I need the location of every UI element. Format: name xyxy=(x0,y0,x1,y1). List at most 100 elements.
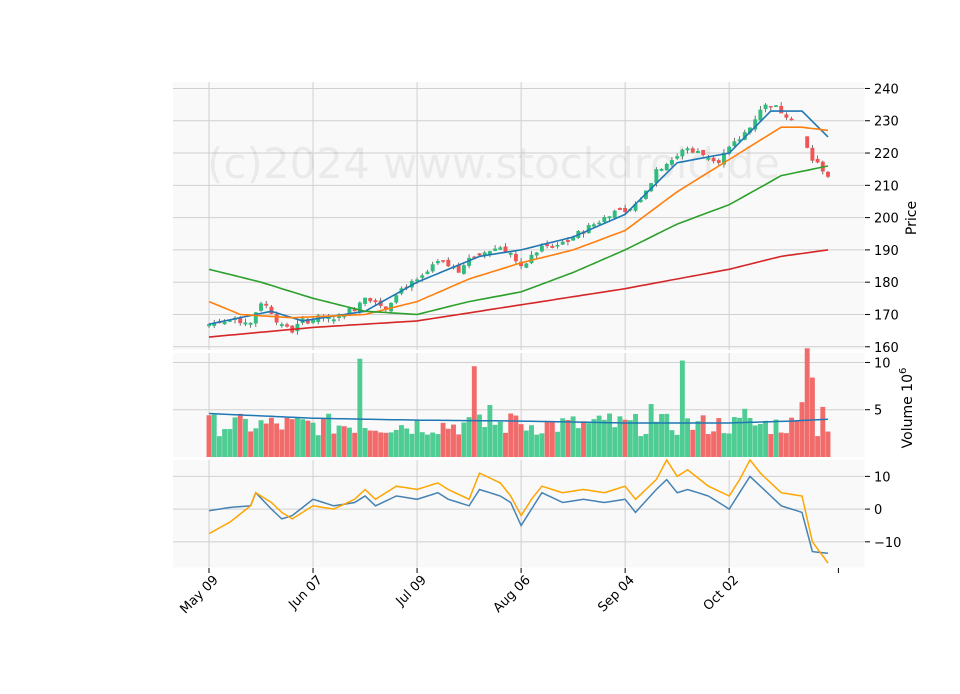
volume-bar xyxy=(674,434,680,457)
volume-bar xyxy=(575,428,581,457)
oscillator-line xyxy=(208,458,829,564)
volume-bar xyxy=(497,421,503,457)
volume-bar xyxy=(565,420,571,457)
x-tick-label: Aug 06 xyxy=(491,573,534,616)
volume-bar xyxy=(310,422,316,457)
candle xyxy=(617,208,622,210)
volume-bar xyxy=(768,434,774,457)
candle xyxy=(669,160,674,165)
volume-bar xyxy=(357,358,363,457)
volume-bar xyxy=(341,426,347,457)
candle xyxy=(633,203,638,211)
candle xyxy=(368,298,373,302)
moving-average-line xyxy=(208,165,829,316)
candle xyxy=(826,171,830,177)
volume-bar xyxy=(549,421,555,457)
candle xyxy=(430,264,435,272)
candle xyxy=(534,252,539,256)
volume-axis-label: Volume 106 xyxy=(898,368,916,449)
volume-bar xyxy=(804,348,810,457)
volume-bar xyxy=(622,419,628,457)
volume-bar xyxy=(388,432,394,457)
candle xyxy=(238,318,243,324)
volume-bar xyxy=(248,431,254,457)
candle xyxy=(207,324,211,327)
volume-bar xyxy=(721,433,727,457)
candle xyxy=(508,252,513,255)
volume-bar xyxy=(679,360,685,457)
candle xyxy=(810,147,815,161)
candle xyxy=(565,240,570,242)
candle xyxy=(279,324,284,327)
price-axis-label: Price xyxy=(904,201,920,235)
volume-bar xyxy=(742,408,748,457)
candle xyxy=(352,308,357,312)
candle xyxy=(420,275,425,278)
volume-bar xyxy=(601,419,607,457)
candle xyxy=(706,157,711,160)
candle xyxy=(758,109,763,121)
candle xyxy=(446,259,451,267)
moving-average-line xyxy=(208,249,829,338)
volume-bar xyxy=(815,436,821,457)
x-tick-label: Sep 04 xyxy=(595,573,638,616)
candle xyxy=(435,261,440,264)
candle xyxy=(742,132,747,140)
volume-bar xyxy=(482,427,488,457)
volume-bar xyxy=(435,434,441,457)
volume-bar xyxy=(373,430,378,457)
candle xyxy=(539,245,544,252)
candle xyxy=(461,265,466,274)
volume-bar xyxy=(757,424,763,457)
candle xyxy=(227,320,232,322)
volume-bar xyxy=(253,428,259,457)
candle xyxy=(253,312,258,324)
candle xyxy=(467,257,472,266)
candle xyxy=(805,136,810,148)
candle xyxy=(212,323,217,326)
volume-bar xyxy=(477,414,482,457)
volume-bar xyxy=(451,424,456,457)
volume-bar xyxy=(222,429,228,457)
volume-bar xyxy=(794,421,800,457)
volume-bar xyxy=(617,416,623,457)
candle xyxy=(591,224,596,227)
volume-bar xyxy=(227,429,233,457)
candle xyxy=(285,324,289,327)
volume-bar xyxy=(581,421,586,457)
volume-bar xyxy=(414,420,420,457)
candle xyxy=(274,314,279,323)
x-tick-label: Jul 09 xyxy=(393,573,430,610)
candle xyxy=(529,254,534,264)
candle xyxy=(815,158,820,163)
volume-bar xyxy=(799,402,805,457)
candle xyxy=(768,106,773,108)
candle xyxy=(331,319,336,322)
volume-bar xyxy=(607,413,612,457)
volume-bar xyxy=(362,428,368,457)
volume-bar xyxy=(664,413,670,457)
volume-bar xyxy=(789,417,795,457)
volume-bar xyxy=(523,430,529,457)
candle xyxy=(748,127,752,133)
candle xyxy=(597,222,602,225)
volume-bar xyxy=(648,404,654,457)
volume-bar xyxy=(783,433,789,457)
x-tick-label: Oct 02 xyxy=(701,573,742,614)
volume-bar xyxy=(659,414,664,457)
candle xyxy=(409,280,414,288)
candle xyxy=(586,225,591,234)
volume-bar xyxy=(263,423,269,457)
volume-bar xyxy=(747,418,753,457)
volume-bar xyxy=(320,418,326,457)
y-tick-label: 5 xyxy=(874,404,882,419)
volume-bar xyxy=(591,419,597,457)
y-tick-label: 0 xyxy=(874,503,882,518)
volume-bar xyxy=(305,420,311,457)
volume-bar xyxy=(586,423,592,457)
candle xyxy=(389,302,394,312)
candle xyxy=(680,149,685,157)
volume-bar xyxy=(690,429,696,457)
candle xyxy=(347,308,352,314)
